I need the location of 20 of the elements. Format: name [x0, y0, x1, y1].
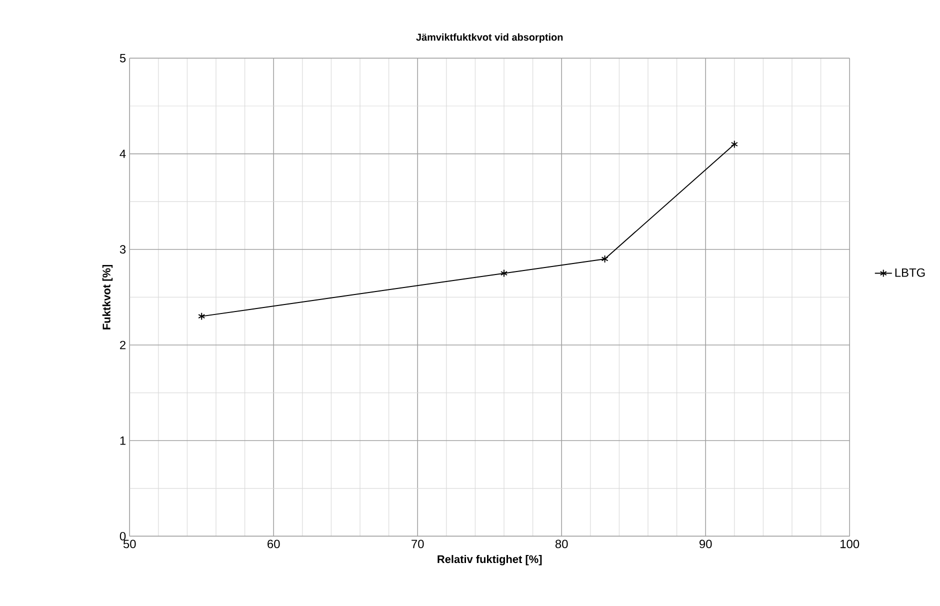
point — [500, 269, 508, 278]
x-tick-label: 100 — [840, 540, 860, 548]
legend-label: LBTG — [895, 268, 925, 277]
point — [198, 312, 206, 320]
point — [601, 254, 608, 263]
y-tick-label: 1 — [120, 436, 126, 445]
x-tick-label: 70 — [412, 540, 424, 548]
point — [730, 140, 738, 148]
y-tick-label: 2 — [120, 340, 126, 350]
y-tick-label: 3 — [120, 245, 126, 254]
y-tick-label: 4 — [120, 150, 126, 158]
x-tick-label: 50 — [123, 540, 136, 548]
x-tick-label: 80 — [555, 540, 568, 548]
chart-title: Jämviktfuktkvot vid absorption — [416, 33, 563, 43]
y-tick-label: 5 — [120, 54, 126, 62]
x-tick-label: 60 — [268, 540, 280, 548]
x-axis-title: Relativ fuktighet [%] — [438, 555, 542, 566]
y-axis-title: Fuktkvot [%] — [102, 264, 113, 330]
x-tick-label: 90 — [700, 540, 712, 548]
y-tick-label: 0 — [120, 532, 126, 540]
